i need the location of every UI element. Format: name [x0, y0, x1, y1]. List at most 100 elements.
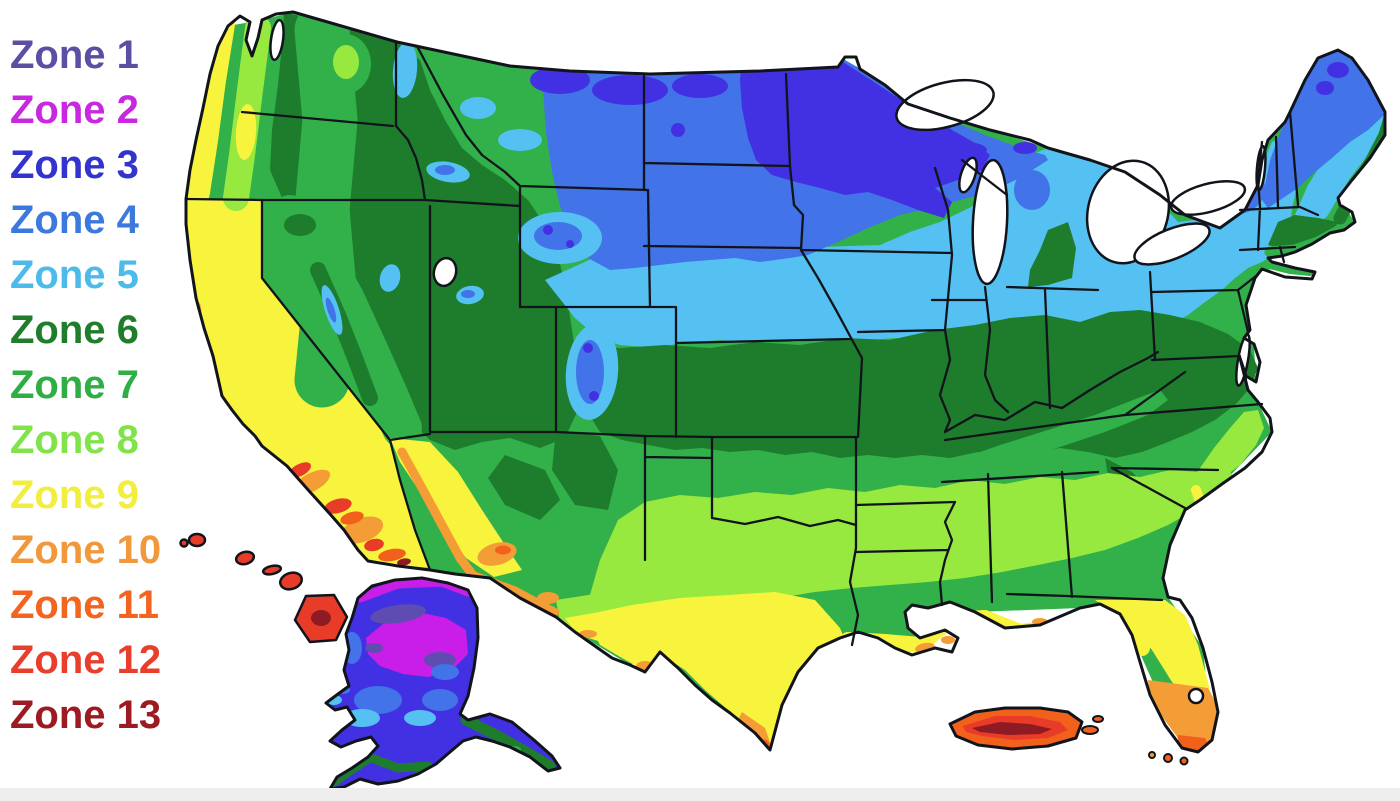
puget-sound [269, 18, 285, 62]
zone-4-sierra-pocket [325, 297, 337, 323]
alaska-zone-6-aleutian [329, 757, 373, 789]
legend-item-zone-1: Zone 1 [10, 33, 139, 77]
key-islet [1179, 756, 1189, 766]
legend-item-zone-5: Zone 5 [10, 253, 139, 297]
zone-11-socal [378, 548, 406, 562]
legend-item-zone-8: Zone 8 [10, 418, 139, 462]
key-islet [1148, 751, 1156, 759]
zone-3-dot [671, 123, 685, 137]
legend-item-zone-6: Zone 6 [10, 308, 139, 352]
zone-3-maine-spot [1316, 81, 1334, 95]
alaska-zone-1-patch [370, 604, 426, 624]
zone-7-long-island [1262, 260, 1314, 276]
zone-11-socal [340, 511, 364, 525]
zone-9-florida [1095, 600, 1212, 706]
zone-3-dot [752, 121, 764, 133]
zone-6-michigan-se [1028, 222, 1076, 287]
zone-3-pocket [566, 240, 574, 248]
lake-erie [1133, 222, 1211, 266]
island-maui [279, 571, 303, 591]
puerto-rico-zone-13 [972, 722, 1052, 735]
lake-okeechobee [1187, 687, 1205, 705]
zone-3-montana-patch [672, 74, 728, 98]
zone-legend: Zone 1 Zone 2 Zone 3 Zone 4 Zone 5 Zone … [10, 28, 161, 743]
zone-3-maine-spot [1327, 62, 1349, 78]
alaska-outline [324, 576, 562, 791]
alaska-zones [326, 578, 560, 789]
zone-10-norcal-coast [196, 360, 206, 384]
zone-13-socal [397, 558, 411, 566]
legend-item-zone-9: Zone 9 [10, 473, 139, 517]
zone-5-pocket [498, 129, 542, 151]
zone-4-pocket [534, 222, 582, 250]
key-islet [1163, 753, 1173, 763]
zone-3-northern-blob [740, 56, 990, 218]
alaska-zone-7-dot [470, 741, 486, 751]
legend-item-zone-11: Zone 11 [10, 583, 159, 627]
zone-10-colorado-river [397, 447, 477, 579]
us-coastline-outline [184, 10, 1387, 754]
island-oahu [234, 550, 256, 566]
zone-8-atlantic-coastal-plain [1188, 410, 1264, 498]
zone-3-montana-patch [592, 75, 668, 105]
zone-4-pocket [461, 290, 475, 298]
alaska-zone-4-patch [431, 664, 459, 680]
lake-superior [895, 78, 995, 132]
rockies-pockets-zone3 [543, 225, 599, 401]
zone-3-pocket [543, 225, 553, 235]
zone-9-arizona-desert [390, 438, 522, 577]
lake-ontario [1169, 180, 1247, 216]
legend-item-zone-2: Zone 2 [10, 88, 139, 132]
west-pockets [235, 34, 371, 335]
islet-vieques [1081, 725, 1099, 735]
zone-5-pocket [379, 264, 401, 292]
zone-8-columbia-basin [333, 45, 359, 79]
zone-5-maine-patch [1295, 108, 1385, 228]
legend-item-zone-4: Zone 4 [10, 198, 139, 242]
alaska-zone-5-patches [326, 695, 436, 727]
legend-item-zone-12: Zone 12 [10, 638, 162, 682]
legend-item-zone-10: Zone 10 [10, 528, 162, 572]
zone-3-up-patch [943, 142, 987, 158]
zone-6-new-mexico-highlands [552, 430, 618, 510]
zone-3-regions [530, 56, 1349, 218]
zone-10-el-paso [579, 630, 597, 638]
zone-4-maine [1262, 50, 1384, 208]
alaska-zone-6-panhandle [460, 714, 556, 772]
big-island-zone-13-core [311, 610, 331, 626]
zone-3-pocket [583, 343, 593, 353]
zone-7-ohio-valley-tongue [950, 390, 1168, 472]
legend-item-zone-3: Zone 3 [10, 143, 139, 187]
zone-7-sierra-strip [270, 195, 422, 448]
zone-6-shasta [284, 214, 316, 236]
lake-michigan [971, 158, 1009, 286]
great-salt-lake [432, 256, 458, 288]
zone-7-pnw-strip [294, 12, 358, 408]
bottom-edge-bar [0, 788, 1400, 801]
zone-9-willamette [235, 104, 257, 160]
zone-10-texas-tip [736, 712, 772, 748]
zone-3-pocket [589, 391, 599, 401]
islet-culebra [1092, 715, 1104, 723]
zone-4-pocket [576, 340, 604, 404]
zone-12-socal [364, 538, 384, 552]
continental-us-zones [186, 12, 1385, 752]
alaska-zone-6-coast [361, 751, 433, 773]
puerto-rico-inset [948, 706, 1104, 751]
zone-10-central-coast [209, 410, 219, 430]
alaska-inset [324, 576, 562, 791]
zone-3-montana-patch [530, 66, 590, 94]
hawaii-inset [179, 532, 349, 644]
alaska-zone-5-patch [404, 710, 436, 726]
zone-6-arizona-highlands [488, 455, 560, 520]
florida-keys [1148, 751, 1189, 766]
zone-12-regions [289, 462, 384, 552]
zone-5-pocket [460, 97, 496, 119]
alaska-zone-1-patch [424, 652, 456, 668]
alaska-zone-4-patch [354, 686, 402, 714]
zone-12-socal [324, 498, 352, 514]
zone-10-la-delta [941, 636, 955, 644]
island-molokai [261, 564, 283, 576]
